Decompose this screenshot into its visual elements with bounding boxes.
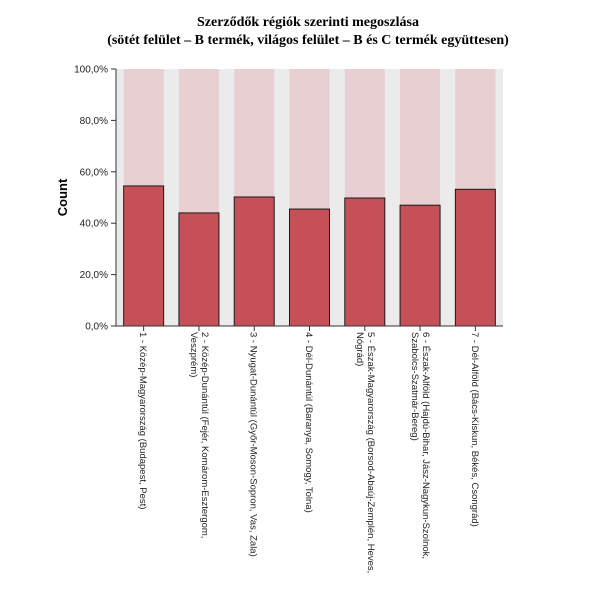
y-tick-label: 40,0% <box>80 219 108 230</box>
x-tick-label: 2 - Közép-Dunántúl (Fejér, Komárom-Eszte… <box>188 332 210 538</box>
bar-dark-segment <box>399 204 441 327</box>
y-tick-label: 60,0% <box>80 167 108 178</box>
x-tick-label: 5 - Észak-Magyarország (Borsod-Abaúj-Zem… <box>354 332 376 573</box>
y-tick-label: 80,0% <box>80 116 108 127</box>
bar-dark-segment <box>123 185 165 327</box>
bar-dark-segment <box>178 212 220 327</box>
bar-light-segment <box>123 69 164 186</box>
y-tick-label: 0,0% <box>85 322 108 333</box>
bar-dark-segment <box>233 196 275 327</box>
bar-dark-segment <box>454 188 496 327</box>
y-tick-label: 100,0% <box>74 65 108 76</box>
bar-light-segment <box>400 69 441 206</box>
bar-light-segment <box>178 69 219 213</box>
x-tick-label: 7 - Dél-Alföld (Bács-Kiskun, Békés, Cson… <box>469 332 480 527</box>
x-tick-label: 6 - Észak-Alföld (Hajdú-Bihar, Jász-Nagy… <box>409 332 431 559</box>
bar-light-segment <box>455 69 496 190</box>
y-axis-label: Count <box>55 178 70 216</box>
x-tick-label: 3 - Nyugat-Dunántúl (Győr-Moson-Sopron, … <box>248 332 259 557</box>
bar-dark-segment <box>344 197 386 327</box>
x-tick-label: 4 - Dél-Dunántúl (Baranya, Somogy, Tolna… <box>303 332 314 513</box>
bar-light-segment <box>289 69 330 210</box>
y-tick-label: 20,0% <box>80 270 108 281</box>
bar-dark-segment <box>289 208 330 327</box>
bar-light-segment <box>234 69 275 197</box>
chart-title: Szerződők régiók szerinti megoszlása <box>196 15 419 30</box>
x-tick-label: 1 - Közép-Magyarország (Budapest, Pest) <box>137 332 148 509</box>
bar-light-segment <box>344 69 385 199</box>
chart-subtitle: (sötét felület – B termék, világos felül… <box>107 33 509 48</box>
